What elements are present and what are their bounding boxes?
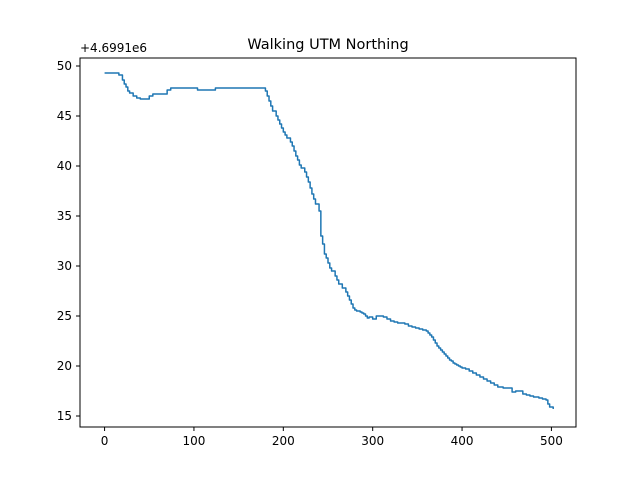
- y-tick-label: 25: [57, 309, 72, 323]
- series-layer: [104, 72, 554, 409]
- y-tick-label: 40: [57, 159, 72, 173]
- y-axis: 15 20 25 30 35 40 45 50: [57, 59, 80, 423]
- x-tick-label: 200: [272, 434, 295, 448]
- y-tick-label: 50: [57, 59, 72, 73]
- y-tick-label: 35: [57, 209, 72, 223]
- axes: 0 100 200 300 400 500 15 20 25 30 35 40 45 50: [57, 57, 577, 448]
- x-tick-label: 100: [182, 434, 205, 448]
- y-tick-label: 30: [57, 259, 72, 273]
- y-tick-label: 45: [57, 109, 72, 123]
- x-axis: 0 100 200 300 400 500: [101, 427, 563, 448]
- y-tick-label: 15: [57, 409, 72, 423]
- chart-title: Walking UTM Northing: [247, 37, 408, 53]
- x-tick-label: 300: [361, 434, 384, 448]
- x-tick-label: 0: [101, 434, 109, 448]
- y-tick-label: 20: [57, 359, 72, 373]
- x-tick-label: 500: [540, 434, 563, 448]
- plot-area: [80, 58, 576, 427]
- plot-frame: [79, 57, 577, 428]
- x-tick-label: 400: [451, 434, 474, 448]
- series-line: [104, 72, 554, 409]
- y-offset-label: +4.6991e6: [80, 41, 147, 55]
